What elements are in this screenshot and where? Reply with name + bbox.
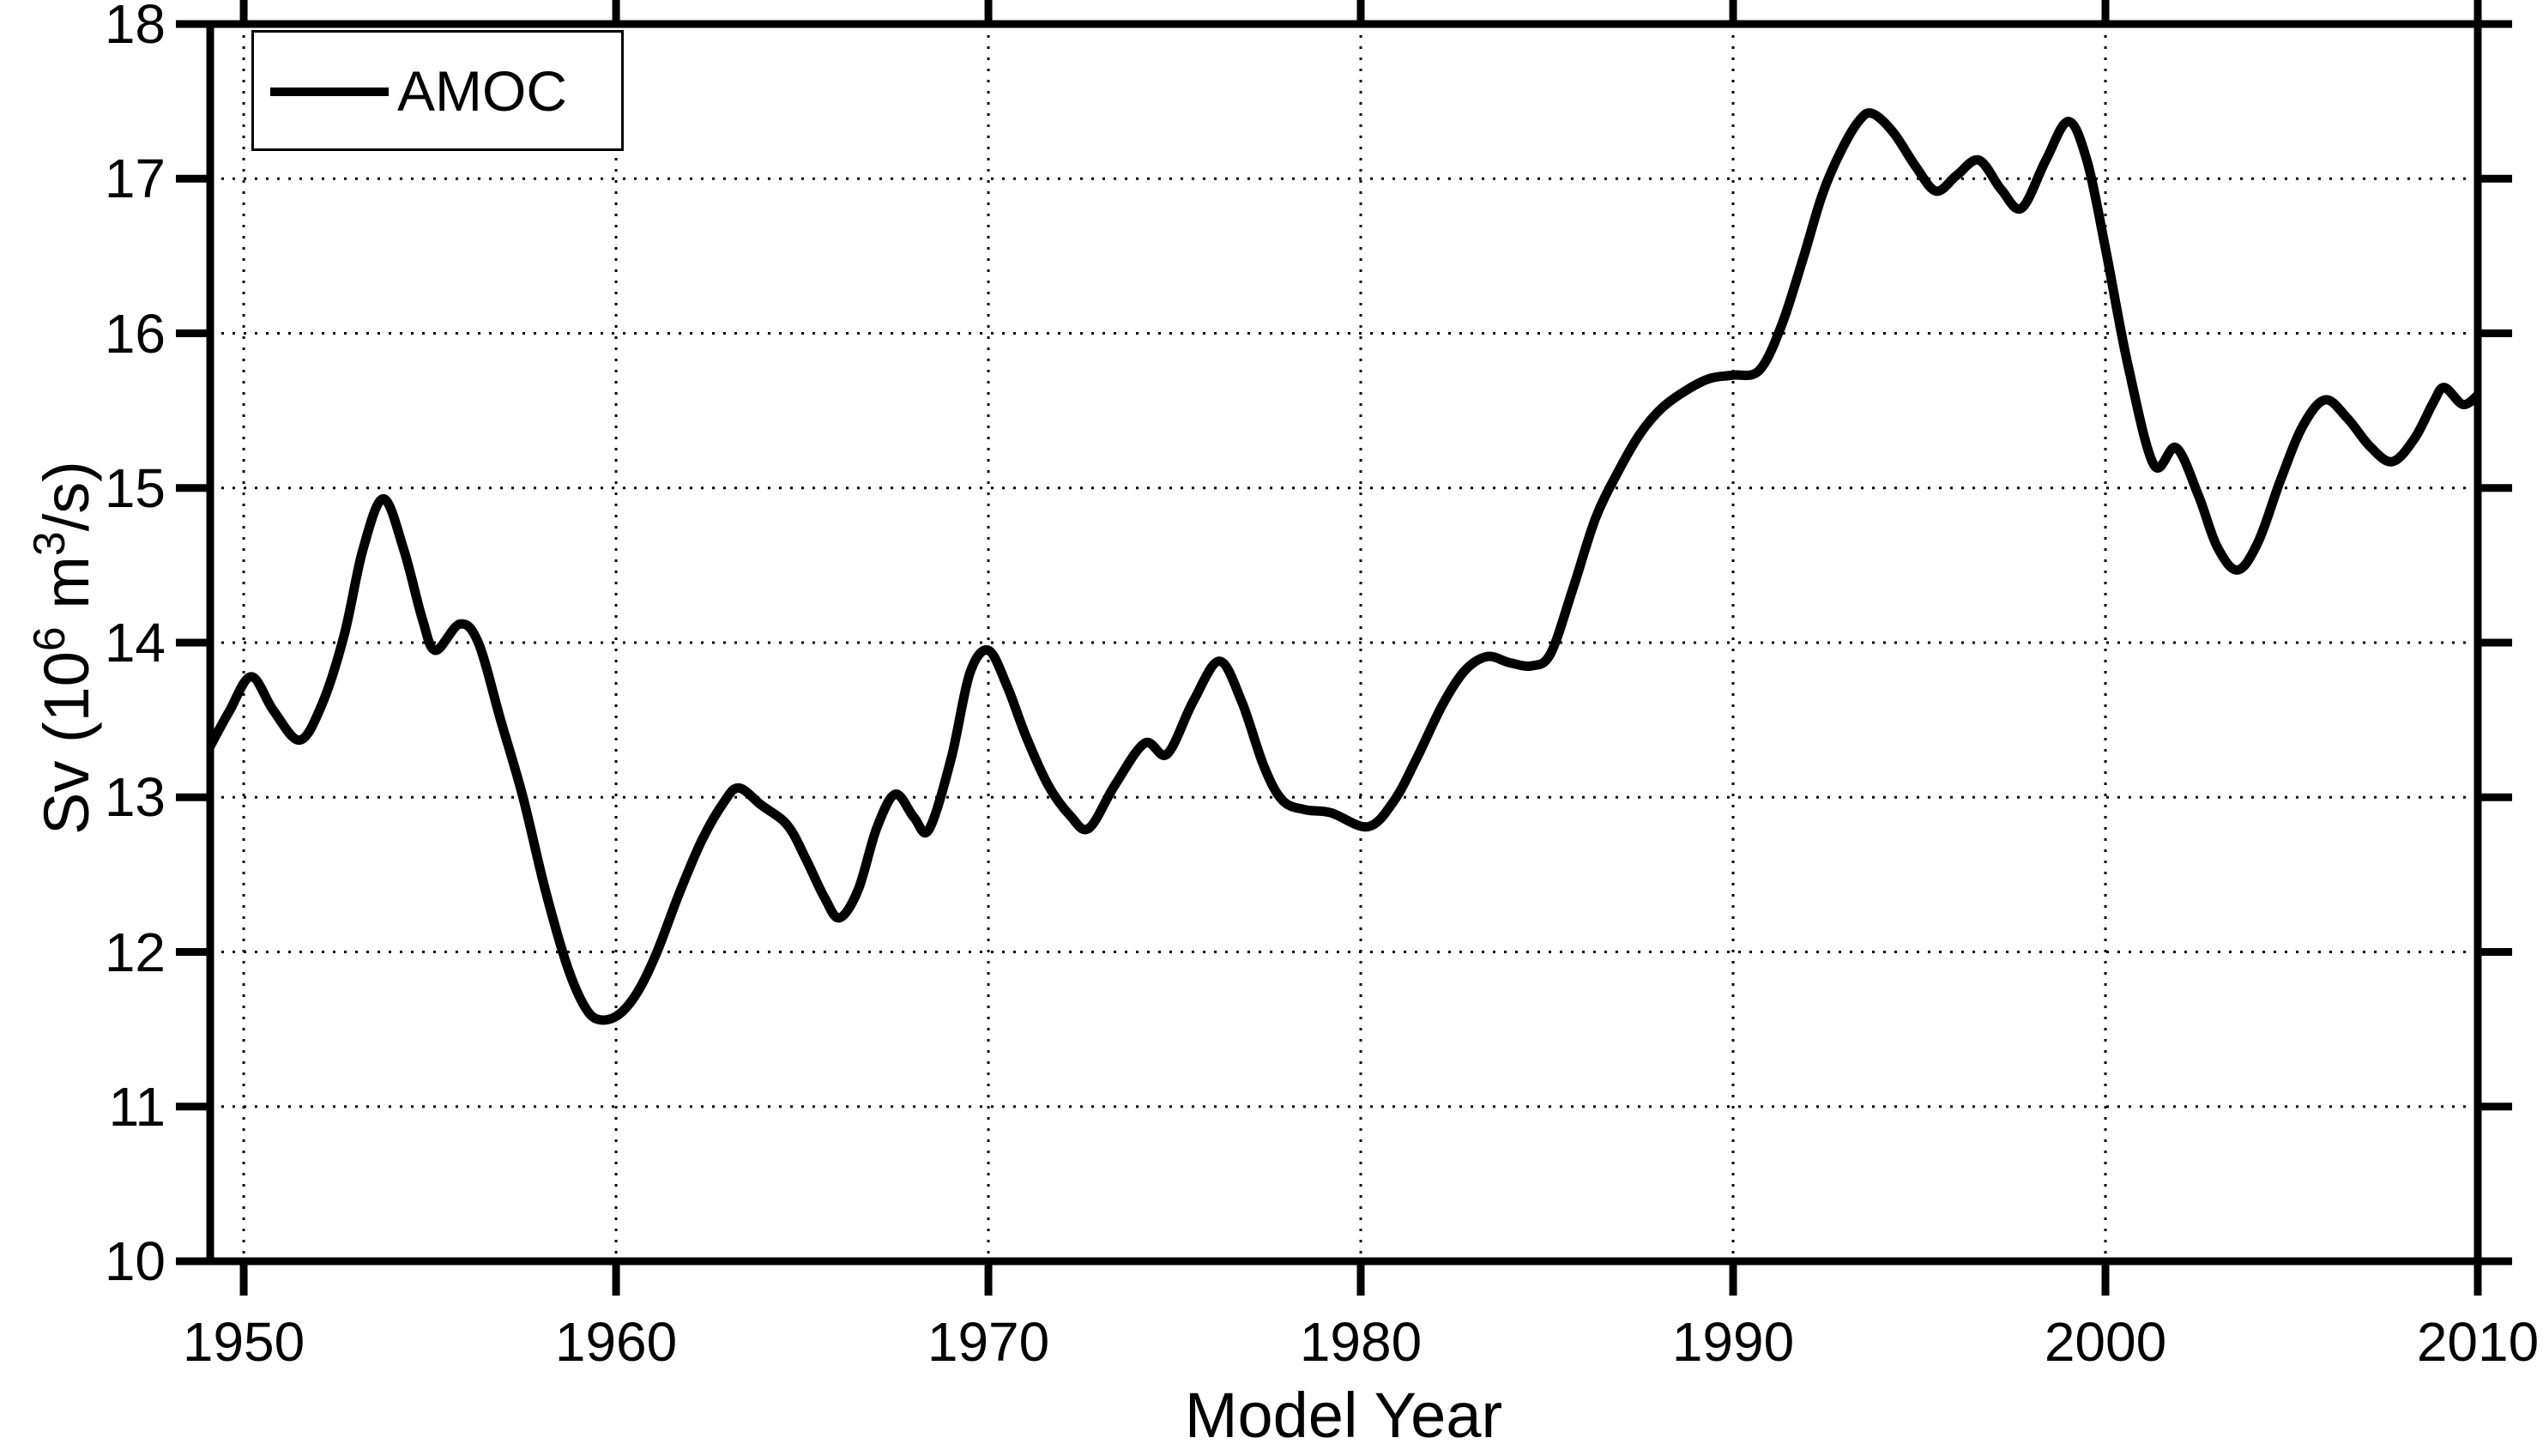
legend-line-sample [270,88,389,96]
y-tick-label: 13 [104,766,166,829]
x-tick-label: 2010 [2416,1311,2540,1373]
y-axis-title: Sv (106 m3/s) [13,305,102,991]
y-tick-label: 18 [104,0,166,55]
y-axis-title-suffix: /s) [31,461,102,532]
y-axis-title-mid: m [31,556,102,627]
legend-label: AMOC [397,59,567,123]
amoc-line [210,108,2478,1025]
y-axis-title-exponent-3: 3 [24,531,74,557]
y-tick-label: 15 [104,456,166,519]
x-tick-label: 1980 [1299,1311,1423,1373]
y-tick-label: 12 [104,921,166,983]
x-tick-label: 1990 [1671,1311,1795,1373]
x-tick-label: 2000 [2044,1311,2167,1373]
y-axis-title-prefix: Sv (10 [31,651,102,835]
x-tick-label: 1950 [182,1311,305,1373]
y-tick-label: 16 [104,302,166,365]
x-axis-title: Model Year [1184,1380,1503,1451]
y-tick-label: 17 [104,148,166,210]
x-tick-label: 1970 [927,1311,1050,1373]
y-axis-title-exponent-6: 6 [24,626,74,652]
x-tick-label: 1960 [554,1311,678,1373]
y-tick-label: 11 [108,1075,166,1138]
plot-frame [206,20,2482,1266]
legend: AMOC [251,30,624,151]
y-tick-label: 14 [104,612,166,674]
y-tick-label: 10 [104,1230,166,1292]
